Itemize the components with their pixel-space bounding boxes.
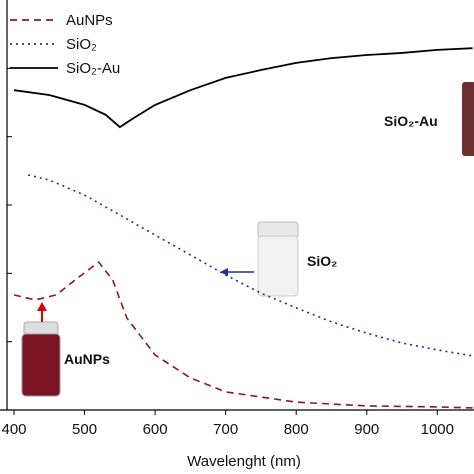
x-tick-label: 800 xyxy=(284,421,309,438)
line-series xyxy=(13,47,473,129)
line-series xyxy=(13,260,473,409)
arrow-head xyxy=(220,268,228,276)
legend-label: SiO₂-Au xyxy=(66,60,120,77)
x-axis-label: Wavelenght (nm) xyxy=(187,453,301,470)
arrow-head xyxy=(37,302,47,311)
legend-label: AuNPs xyxy=(66,12,113,29)
x-tick-label: 900 xyxy=(354,421,379,438)
vial-sio2 xyxy=(257,221,299,297)
x-tick-label: 500 xyxy=(72,421,97,438)
x-tick-label: 1000 xyxy=(421,421,454,438)
vial-aunps xyxy=(21,321,61,397)
x-tick-label: 700 xyxy=(213,421,238,438)
annotation: SiO₂ xyxy=(307,253,337,269)
line-series xyxy=(27,174,473,357)
legend-label: SiO₂ xyxy=(66,36,97,53)
annotation: SiO₂-Au xyxy=(384,113,438,129)
x-tick-label: 600 xyxy=(143,421,168,438)
annotation: AuNPs xyxy=(64,351,110,367)
x-tick-label: 400 xyxy=(1,421,26,438)
vial-sio2-au xyxy=(462,82,474,156)
